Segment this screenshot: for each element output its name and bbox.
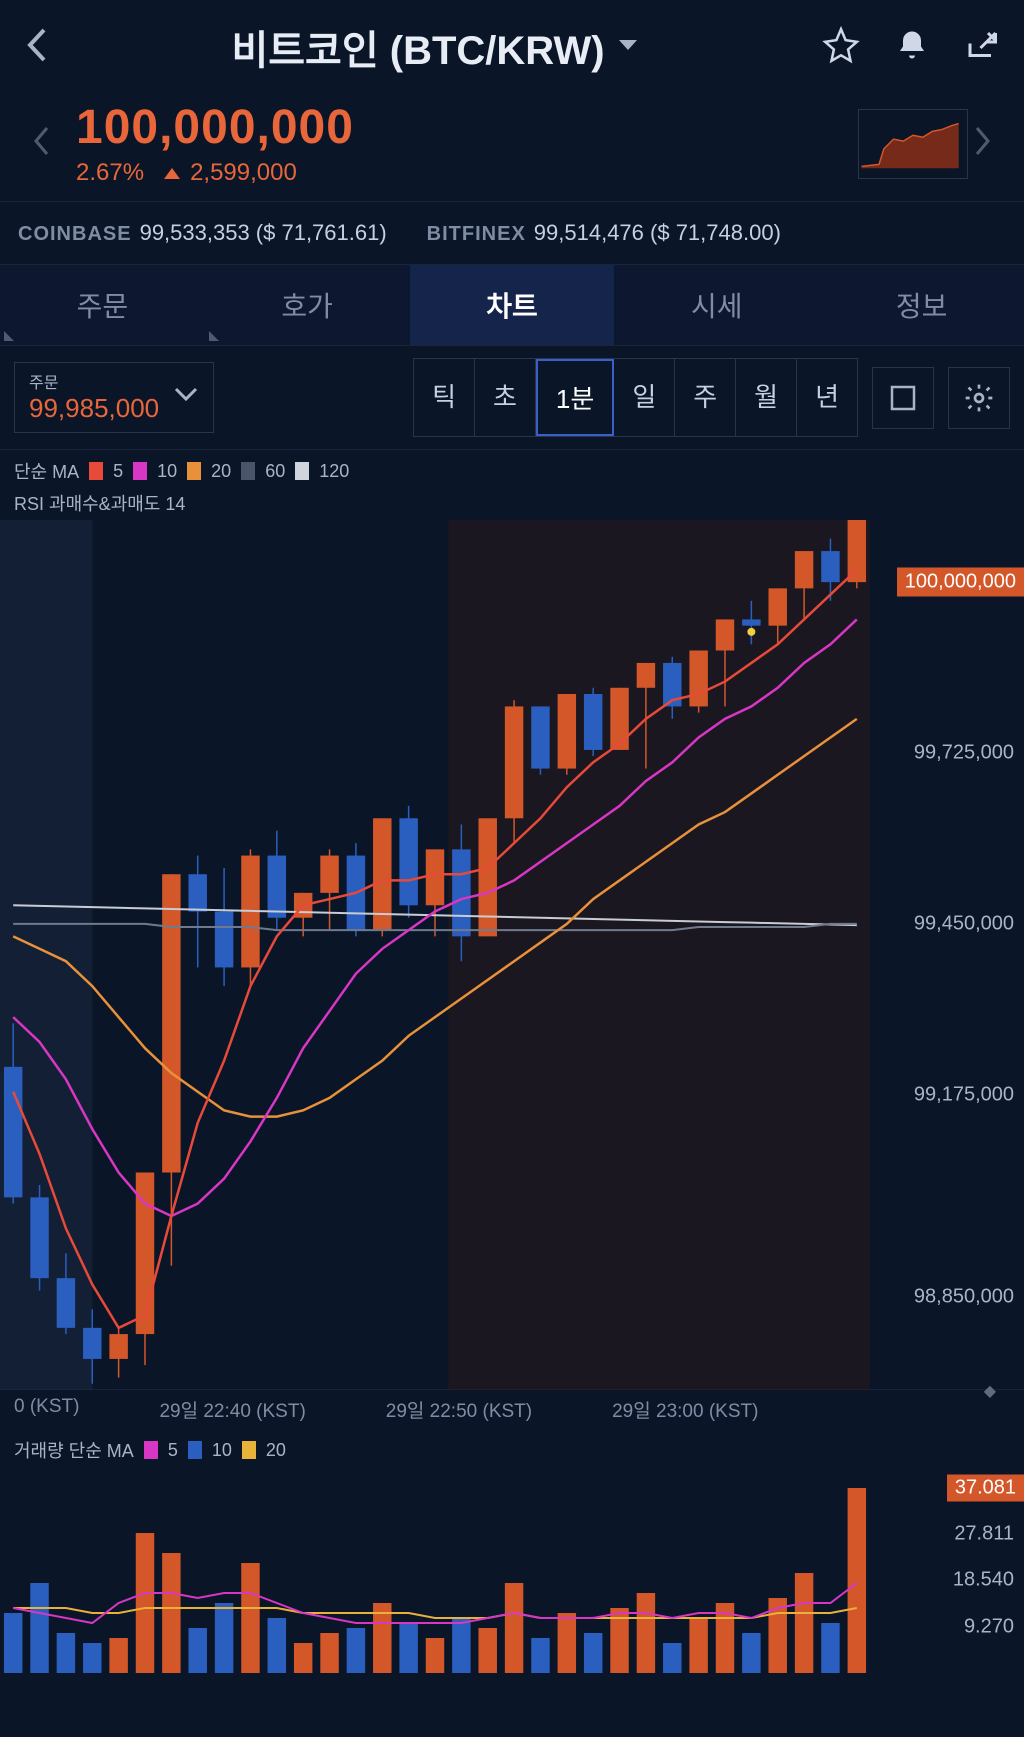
- ma-period: 20: [211, 461, 231, 482]
- tab-3[interactable]: 시세: [614, 265, 819, 345]
- chevron-down-icon: [173, 386, 199, 407]
- y-axis-drag-icon[interactable]: ◆: [984, 1381, 996, 1401]
- vol-y-tick: 9.270: [964, 1615, 1014, 1638]
- vol-ma-period: 10: [212, 1440, 232, 1461]
- vol-y-tick: 27.811: [954, 1522, 1014, 1545]
- order-selector[interactable]: 주문 99,985,000: [14, 362, 214, 433]
- volume-chart[interactable]: [0, 1473, 870, 1673]
- ma-period: 5: [113, 461, 123, 482]
- timeframe-일[interactable]: 일: [614, 359, 675, 436]
- favorite-icon[interactable]: [822, 26, 860, 69]
- fullscreen-button[interactable]: [872, 367, 934, 429]
- timeframe-초[interactable]: 초: [475, 359, 536, 436]
- x-axis: 0 (KST) 29일 22:40 (KST) 29일 22:50 (KST) 29일…: [0, 1390, 1024, 1429]
- order-label: 주문: [29, 369, 159, 393]
- vol-y-tick: 37.081: [947, 1474, 1024, 1501]
- x-tick: 29일 22:50 (KST): [386, 1396, 532, 1423]
- ma-color-swatch: [241, 462, 255, 480]
- y-tick: 100,000,000: [897, 568, 1024, 597]
- y-tick: 99,725,000: [914, 742, 1014, 765]
- up-arrow-icon: [164, 168, 180, 179]
- candlestick-chart[interactable]: [0, 520, 870, 1390]
- ma-color-swatch: [89, 462, 103, 480]
- vol-ma-period: 20: [266, 1440, 286, 1461]
- pair-title[interactable]: 비트코인 (BTC/KRW): [231, 18, 604, 76]
- x-tick: 0 (KST): [14, 1396, 79, 1423]
- ma-label: 단순 MA: [14, 458, 79, 484]
- y-tick: 99,450,000: [914, 912, 1014, 935]
- tab-4[interactable]: 정보: [819, 265, 1024, 345]
- exchange-value: 99,514,476 ($ 71,748.00): [534, 220, 781, 245]
- x-tick: 29일 22:40 (KST): [159, 1396, 305, 1423]
- exchange-prices: COINBASE 99,533,353 ($ 71,761.61) BITFINE…: [0, 201, 1024, 264]
- y-tick: 99,175,000: [914, 1083, 1014, 1106]
- timeframe-년[interactable]: 년: [797, 359, 857, 436]
- price-change: 2,599,000: [190, 159, 297, 187]
- sparkline: [858, 109, 968, 179]
- rsi-label: RSI 과매수&과매도 14: [14, 490, 1010, 516]
- x-tick: 29일 23:00 (KST): [612, 1396, 758, 1423]
- back-button[interactable]: [24, 26, 48, 69]
- ma-period: 60: [265, 461, 285, 482]
- tab-0[interactable]: 주문: [0, 265, 205, 345]
- settings-button[interactable]: [948, 367, 1010, 429]
- timeframe-월[interactable]: 월: [736, 359, 797, 436]
- timeframe-주[interactable]: 주: [675, 359, 736, 436]
- price-pct: 2.67%: [76, 159, 144, 187]
- exchange-value: 99,533,353 ($ 71,761.61): [140, 220, 387, 245]
- vol-ma-swatch: [188, 1441, 202, 1459]
- tab-1[interactable]: 호가: [205, 265, 410, 345]
- exchange-label: BITFINEX: [427, 223, 526, 245]
- ma-color-swatch: [295, 462, 309, 480]
- vol-ma-swatch: [144, 1441, 158, 1459]
- volume-label: 거래량 단순 MA: [14, 1437, 134, 1463]
- timeframe-1분[interactable]: 1분: [536, 359, 614, 436]
- vol-y-tick: 18.540: [953, 1569, 1014, 1592]
- timeframe-틱[interactable]: 틱: [414, 359, 475, 436]
- vol-ma-period: 5: [168, 1440, 178, 1461]
- ma-period: 10: [157, 461, 177, 482]
- bell-icon[interactable]: [894, 27, 930, 68]
- vol-ma-swatch: [242, 1441, 256, 1459]
- ma-period: 120: [319, 461, 349, 482]
- tab-2[interactable]: 차트: [410, 265, 615, 345]
- y-tick: 98,850,000: [914, 1285, 1014, 1308]
- price-prev-icon[interactable]: [26, 126, 56, 161]
- pair-dropdown-icon[interactable]: [617, 38, 639, 57]
- order-price: 99,985,000: [29, 393, 159, 424]
- price-next-icon[interactable]: [968, 126, 998, 161]
- exchange-label: COINBASE: [18, 223, 132, 245]
- ma-color-swatch: [133, 462, 147, 480]
- share-icon[interactable]: [964, 27, 1000, 68]
- current-price: 100,000,000: [76, 100, 858, 155]
- ma-color-swatch: [187, 462, 201, 480]
